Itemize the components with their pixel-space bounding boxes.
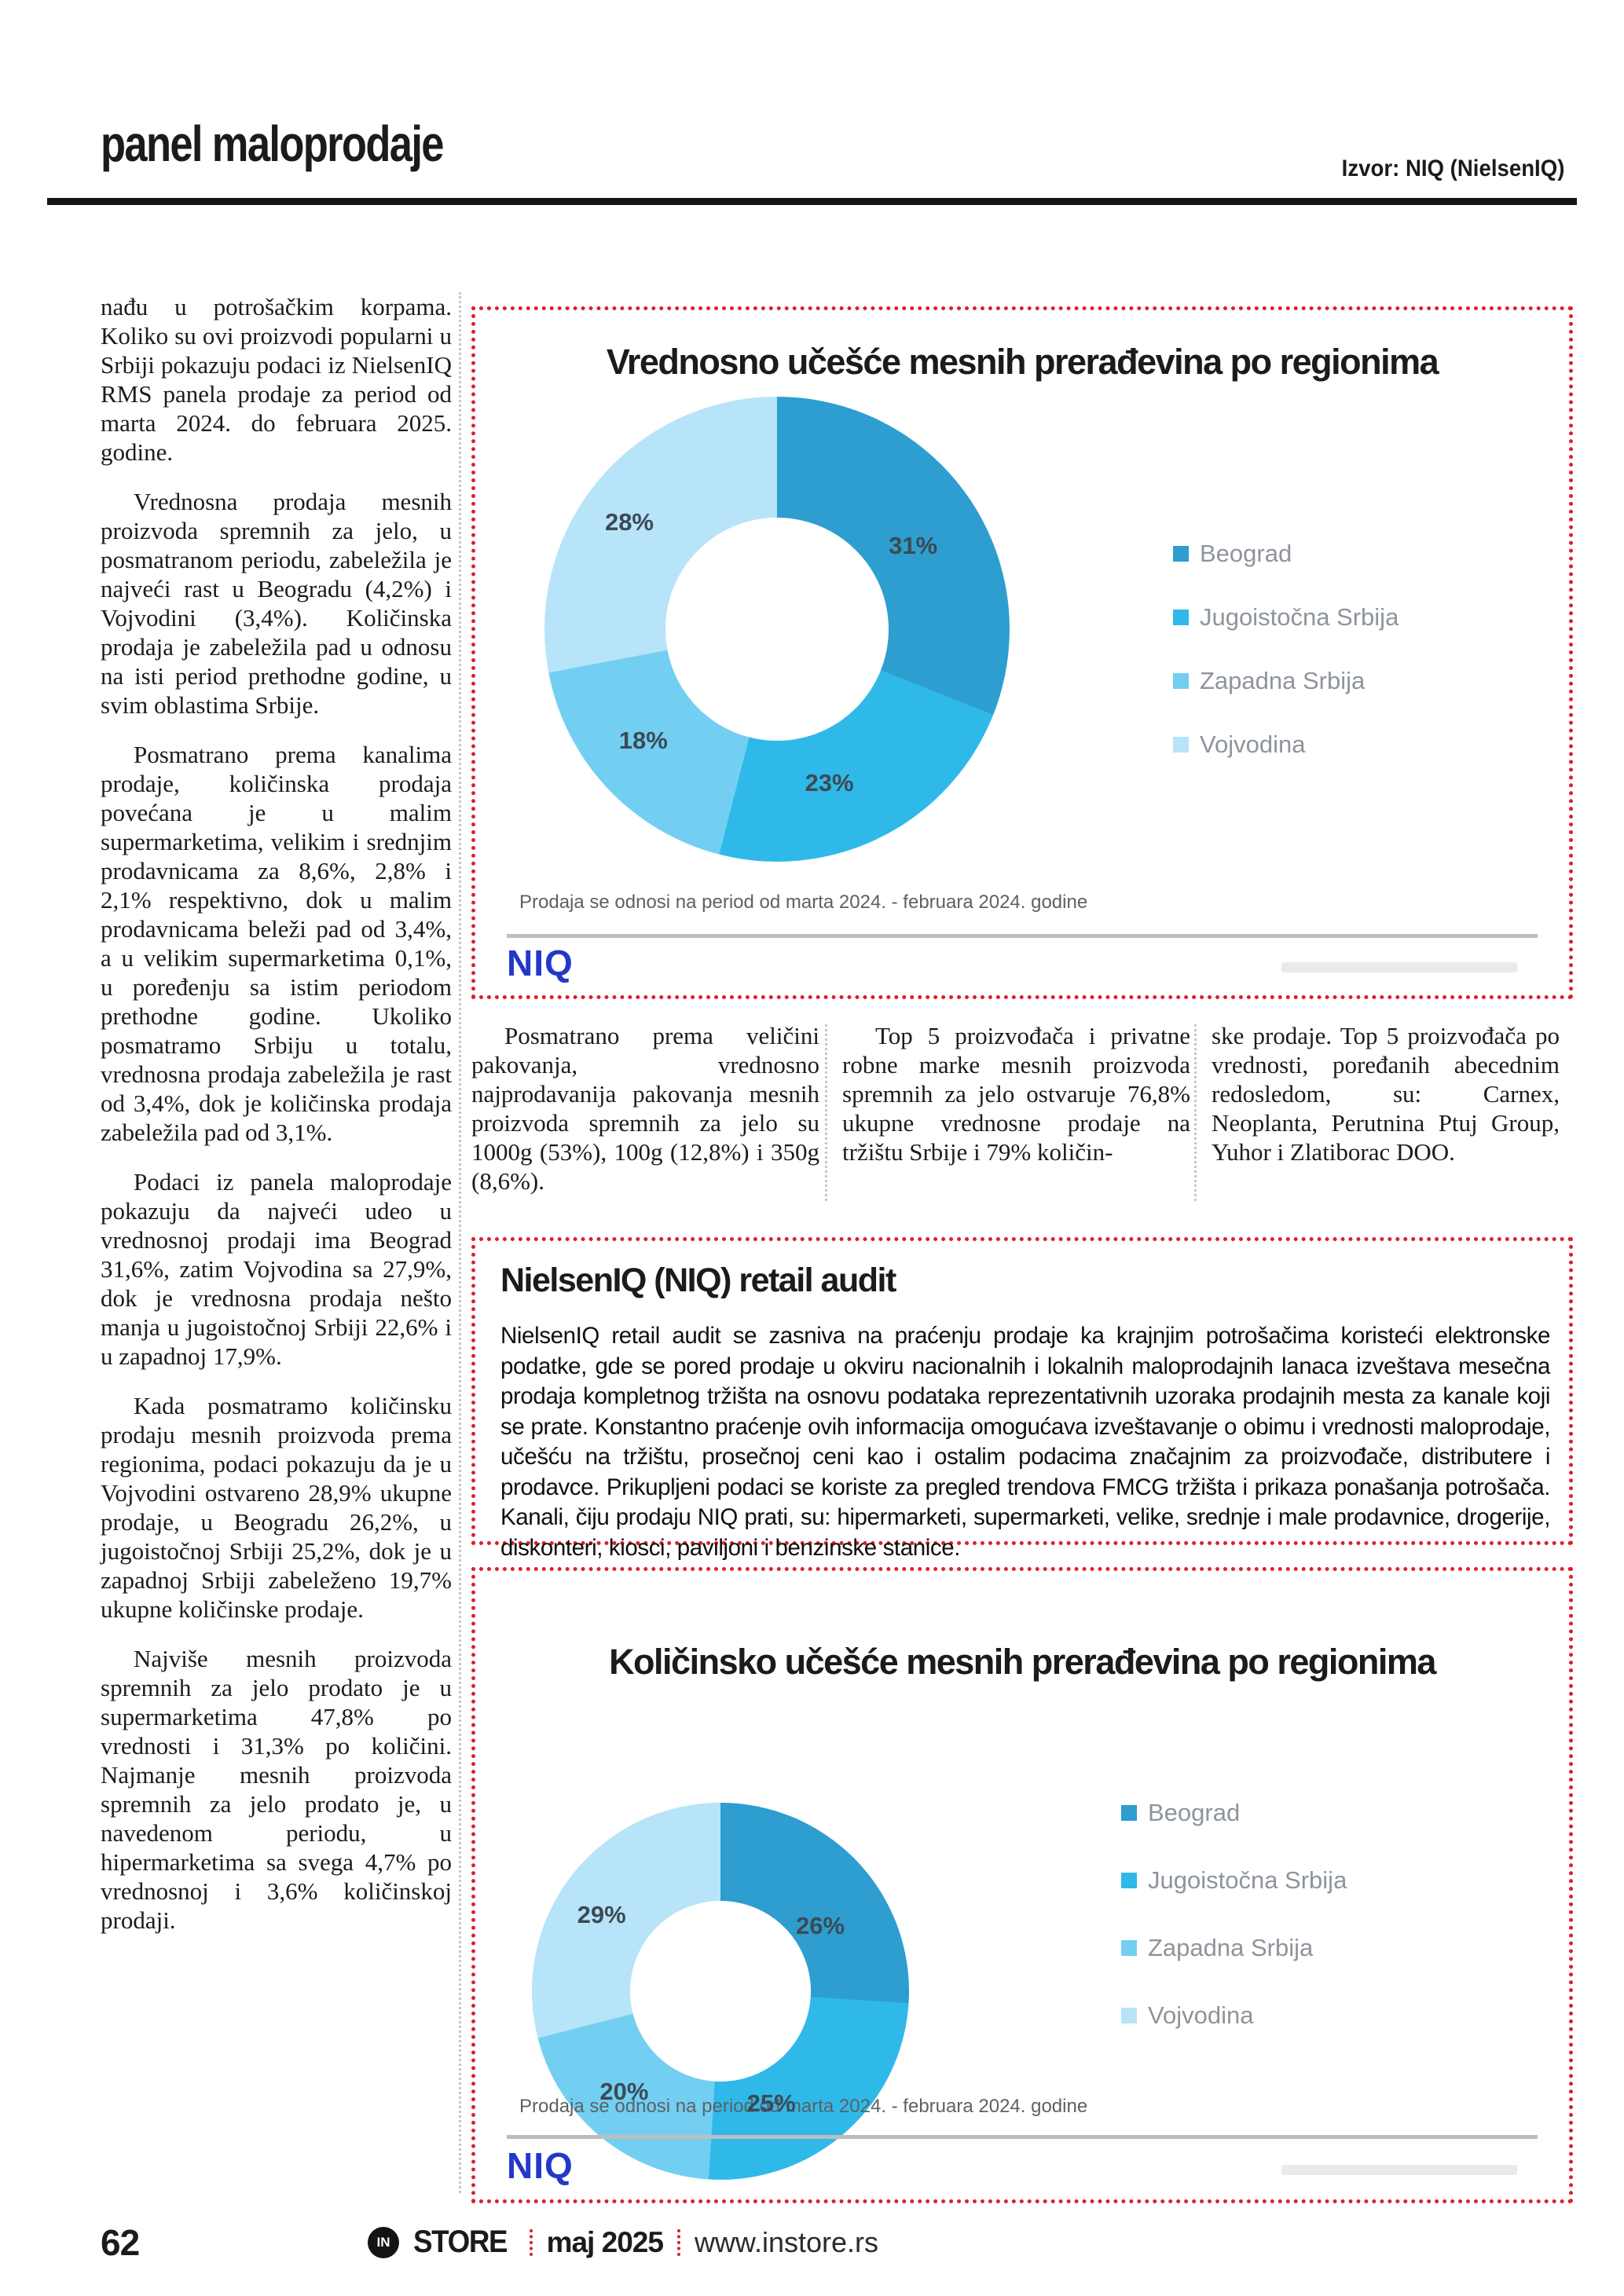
chart-title: Vrednosno učešće mesnih prerađevina po r… <box>606 342 1439 382</box>
legend-item-jugoistocna-srbija: Jugoistočna Srbija <box>1173 603 1399 632</box>
issue-date: maj 2025 <box>546 2225 664 2258</box>
copyright-note <box>1281 962 1517 972</box>
legend-swatch <box>1173 737 1189 753</box>
legend-label: Beograd <box>1200 540 1292 567</box>
legend-label: Jugoistočna Srbija <box>1200 603 1399 631</box>
legend-swatch <box>1173 546 1189 562</box>
page-title: panel maloprodaje <box>101 115 444 172</box>
chart-title: Količinsko učešće mesnih prerađevina po … <box>609 1642 1436 1682</box>
chart-divider-line <box>507 934 1538 938</box>
article-left-column: nađu u potrošačkim korpama. Koliko su ov… <box>101 292 452 1955</box>
legend-label: Zapadna Srbija <box>1200 667 1366 694</box>
chart-card-volume-share: Količinsko učešće mesnih prerađevina po … <box>471 1567 1573 2203</box>
paragraph: Podaci iz panela maloprodaje pokazuju da… <box>101 1168 452 1370</box>
infobox-title: NielsenIQ (NIQ) retail audit <box>500 1262 896 1299</box>
article-middle-column-1: Posmatrano prema veličini pakovanja, vre… <box>471 1022 819 1195</box>
donut-chart-value: 31% 23% 18% 28% <box>544 397 1010 862</box>
legend-label: Vojvodina <box>1200 731 1306 758</box>
website-url: www.instore.rs <box>694 2225 878 2258</box>
slice-label-zapadna: 18% <box>618 727 668 755</box>
legend-swatch <box>1121 2008 1137 2023</box>
legend-item-zapadna-srbija: Zapadna Srbija <box>1173 667 1399 695</box>
paragraph: Vrednosna prodaja mesnih proizvoda sprem… <box>101 488 452 719</box>
legend-swatch <box>1173 610 1189 625</box>
legend-swatch <box>1121 1805 1137 1821</box>
page-number: 62 <box>101 2222 140 2263</box>
chart-legend: Beograd Jugoistočna Srbija Zapadna Srbij… <box>1173 540 1399 759</box>
slice-label-beograd: 26% <box>796 1912 845 1940</box>
source-credit: Izvor: NIQ (NielsenIQ) <box>1341 156 1564 181</box>
retail-audit-infobox: NielsenIQ (NIQ) retail audit NielsenIQ r… <box>471 1237 1573 1561</box>
chart-divider-line <box>507 2135 1538 2139</box>
slice-label-zapadna: 20% <box>599 2078 649 2106</box>
donut-chart-volume: 26% 25% 20% 29% <box>532 1803 909 2180</box>
footer-separator <box>529 2228 533 2256</box>
chart-footnote: Prodaja se odnosi na period od marta 202… <box>519 2096 1088 2117</box>
legend-item-beograd: Beograd <box>1121 1799 1347 1827</box>
article-middle-column-3: ske prodaje. Top 5 proizvođača po vredno… <box>1212 1022 1560 1166</box>
page-footer: 62 IN STORE maj 2025 www.instore.rs <box>0 2220 1624 2270</box>
slice-label-beograd: 31% <box>889 531 938 559</box>
footer-separator <box>676 2228 680 2256</box>
paragraph: nađu u potrošačkim korpama. Koliko su ov… <box>101 293 452 466</box>
niq-logo: NIQ <box>507 943 574 983</box>
infobox-body: NielsenIQ retail audit se zasniva na pra… <box>500 1323 1550 1561</box>
legend-swatch <box>1173 673 1189 689</box>
niq-logo: NIQ <box>507 2145 574 2186</box>
legend-swatch <box>1121 1940 1137 1956</box>
legend-item-zapadna-srbija: Zapadna Srbija <box>1121 1934 1347 1962</box>
instore-logo-icon: IN <box>368 2226 399 2258</box>
footer-branding: IN STORE maj 2025 www.instore.rs <box>368 2225 878 2260</box>
magazine-name: STORE <box>413 2225 508 2259</box>
slice-label-vojvodina: 28% <box>604 508 654 536</box>
paragraph: Posmatrano prema kanalima prodaje, količ… <box>101 741 452 1146</box>
paragraph: Najviše mesnih proizvoda spremnih za jel… <box>101 1645 452 1934</box>
chart-footnote: Prodaja se odnosi na period od marta 202… <box>519 892 1088 913</box>
masthead-rule <box>47 198 1577 205</box>
legend-item-vojvodina: Vojvodina <box>1173 731 1399 759</box>
legend-label: Jugoistočna Srbija <box>1148 1866 1347 1894</box>
legend-swatch <box>1121 1873 1137 1888</box>
paragraph: Kada posmatramo količinsku prodaju mesni… <box>101 1392 452 1623</box>
column-divider <box>459 292 461 2193</box>
legend-label: Beograd <box>1148 1799 1241 1826</box>
copyright-note <box>1281 2165 1517 2175</box>
slice-label-jugoistocna: 23% <box>805 768 854 796</box>
chart-card-value-share: Vrednosno učešće mesnih prerađevina po r… <box>471 306 1573 999</box>
column-divider <box>1194 1024 1197 1201</box>
legend-label: Zapadna Srbija <box>1148 1934 1314 1961</box>
column-divider <box>825 1024 827 1201</box>
article-middle-column-2: Top 5 proizvođača i privatne robne marke… <box>842 1022 1190 1166</box>
slice-label-vojvodina: 29% <box>577 1900 626 1928</box>
legend-item-beograd: Beograd <box>1173 540 1399 568</box>
slice-label-jugoistocna: 25% <box>746 2089 796 2117</box>
legend-item-vojvodina: Vojvodina <box>1121 2001 1347 2030</box>
legend-item-jugoistocna-srbija: Jugoistočna Srbija <box>1121 1866 1347 1895</box>
legend-label: Vojvodina <box>1148 2001 1254 2029</box>
chart-legend: Beograd Jugoistočna Srbija Zapadna Srbij… <box>1121 1799 1347 2030</box>
